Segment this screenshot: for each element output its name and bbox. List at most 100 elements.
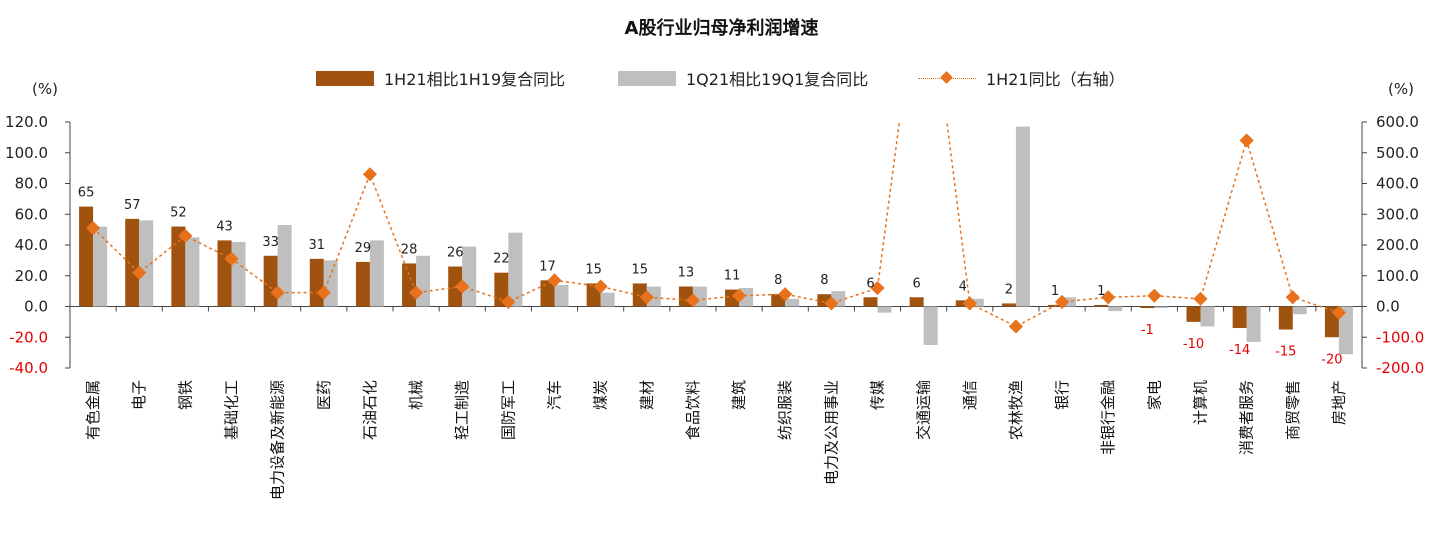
data-label: 1 xyxy=(1097,284,1105,299)
data-label: 57 xyxy=(124,198,141,213)
chart-title: A股行业归母净利润增速 xyxy=(624,18,819,39)
bar-1h21 xyxy=(494,272,509,307)
bar-1q21 xyxy=(969,298,984,307)
category-label: 房地产 xyxy=(1330,380,1348,425)
bar-1h21 xyxy=(1140,306,1155,309)
legend-swatch-gray xyxy=(618,70,676,86)
data-label: 11 xyxy=(724,269,741,284)
line-marker xyxy=(1055,294,1070,309)
data-label: 31 xyxy=(309,238,326,253)
bar-1q21 xyxy=(600,292,615,307)
category-label: 石油石化 xyxy=(361,380,379,440)
line-marker xyxy=(501,294,516,309)
data-label: 8 xyxy=(774,273,782,288)
left-tick-label: 120.0 xyxy=(5,113,48,131)
category-label: 纺织服装 xyxy=(776,380,794,440)
line-marker xyxy=(870,280,885,296)
category-label: 建筑 xyxy=(730,380,748,410)
category-label: 农林牧渔 xyxy=(1007,380,1025,440)
line-marker xyxy=(1285,290,1300,305)
data-label: 22 xyxy=(493,252,510,267)
bar-1q21 xyxy=(185,237,200,307)
line-marker xyxy=(685,293,700,308)
data-label: 29 xyxy=(355,241,372,256)
data-label: 26 xyxy=(447,246,464,261)
data-label: 17 xyxy=(539,259,556,274)
bar-1q21 xyxy=(231,241,246,307)
left-tick-label: 80.0 xyxy=(15,175,48,193)
category-label: 医药 xyxy=(315,380,333,410)
bar-1q21 xyxy=(139,220,154,307)
category-label: 轻工制造 xyxy=(453,380,471,440)
line-marker xyxy=(1331,305,1346,320)
legend-item-bar-1h21: 1H21相比1H19复合同比 xyxy=(316,66,565,90)
category-label: 电子 xyxy=(130,380,148,410)
bar-1q21 xyxy=(554,284,569,307)
line-marker xyxy=(178,228,193,243)
line-marker xyxy=(270,285,285,300)
data-label: -1 xyxy=(1141,323,1154,338)
data-label: 52 xyxy=(170,206,187,221)
line-marker xyxy=(316,285,331,300)
data-label: 28 xyxy=(401,242,418,257)
category-label: 钢铁 xyxy=(176,380,194,410)
bar-1q21 xyxy=(1200,306,1215,327)
line-marker xyxy=(409,285,424,300)
legend-swatch-brown xyxy=(316,70,374,86)
legend-swatch-line xyxy=(918,70,976,86)
bar-1h21 xyxy=(909,297,924,307)
line-marker xyxy=(593,279,608,294)
right-tick-label: 500.0 xyxy=(1376,144,1419,162)
line-marker xyxy=(547,273,562,288)
category-label: 商贸零售 xyxy=(1284,380,1302,440)
left-tick-label: 40.0 xyxy=(15,236,48,254)
line-marker xyxy=(455,279,470,294)
data-label: 4 xyxy=(959,279,967,294)
line-marker xyxy=(639,290,654,305)
right-tick-label: 200.0 xyxy=(1376,236,1419,254)
data-label: 43 xyxy=(216,219,233,234)
line-marker xyxy=(362,167,377,182)
right-tick-label: 400.0 xyxy=(1376,175,1419,193)
bar-1q21 xyxy=(369,240,384,307)
category-label: 食品饮料 xyxy=(684,380,702,440)
bar-1q21 xyxy=(462,246,477,307)
right-tick-label: 300.0 xyxy=(1376,205,1419,223)
bar-1q21 xyxy=(323,260,338,307)
bar-1q21 xyxy=(1108,306,1123,312)
data-label: 15 xyxy=(585,262,602,277)
bar-1q21 xyxy=(646,286,661,307)
bar-1h21 xyxy=(540,280,555,307)
category-label: 建材 xyxy=(638,380,656,410)
line-marker xyxy=(778,287,793,302)
category-label: 有色金属 xyxy=(84,380,102,440)
left-tick-label: -20.0 xyxy=(9,328,48,346)
bar-1h21 xyxy=(1001,303,1016,307)
data-label: -14 xyxy=(1229,343,1250,358)
category-label: 交通运输 xyxy=(915,380,933,440)
bar-1h21 xyxy=(171,226,186,307)
legend: 1H21相比1H19复合同比 1Q21相比19Q1复合同比 1H21同比（右轴） xyxy=(0,66,1443,90)
left-tick-label: -40.0 xyxy=(9,359,48,377)
right-tick-label: 600.0 xyxy=(1376,113,1419,131)
data-label: 6 xyxy=(866,276,874,291)
legend-label: 1H21同比（右轴） xyxy=(986,70,1125,89)
line-marker xyxy=(1101,290,1116,305)
data-label: -15 xyxy=(1275,345,1296,360)
bar-1q21 xyxy=(508,232,523,307)
bar-1q21 xyxy=(93,226,108,307)
left-tick-label: 20.0 xyxy=(15,267,48,285)
category-label: 计算机 xyxy=(1192,380,1210,425)
data-label: 2 xyxy=(1005,282,1013,297)
category-label: 非银行金融 xyxy=(1099,380,1117,455)
left-tick-label: 0.0 xyxy=(24,298,48,316)
bar-1h21 xyxy=(1094,304,1109,307)
data-label: 1 xyxy=(1051,284,1059,299)
category-label: 电力设备及新能源 xyxy=(269,380,287,500)
bar-1h21 xyxy=(125,218,140,307)
bar-1h21 xyxy=(309,258,324,307)
category-label: 电力及公用事业 xyxy=(822,380,840,485)
line-marker xyxy=(824,296,839,311)
left-tick-label: 100.0 xyxy=(5,144,48,162)
